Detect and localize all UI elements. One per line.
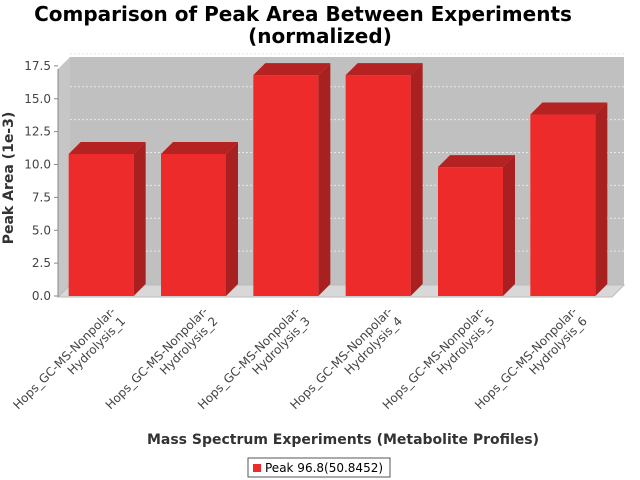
bar [345, 75, 411, 296]
bar [438, 167, 503, 296]
bar-top [68, 141, 146, 154]
bar-side [226, 141, 238, 296]
bar [253, 75, 319, 296]
legend: Peak 96.8(50.8452) [247, 457, 391, 478]
bar-side [595, 102, 608, 296]
plot-area: 0.0 2.5 5.0 7.5 10.0 12.5 15.0 17.5 Hops_GC-MS-N… [10, 53, 626, 412]
chart-title-line-2: (normalized) [248, 24, 392, 48]
y-tick-label: 5.0 [32, 223, 51, 237]
x-tick-label-line: Hops_GC-MS-Nonpolar- [10, 304, 118, 412]
bar-top [438, 155, 515, 168]
chart-title-line-1: Comparison of Peak Area Between Experime… [34, 2, 572, 26]
bar-top [530, 102, 608, 115]
bar [68, 153, 134, 296]
y-tick-label: 17.5 [24, 59, 51, 73]
x-axis-label: Mass Spectrum Experiments (Metabolite Pr… [147, 432, 539, 448]
y-tick-label: 0.0 [32, 289, 51, 303]
y-tick-label: 7.5 [32, 190, 51, 204]
legend-label: Peak 96.8(50.8452) [265, 461, 383, 475]
y-tick-label: 2.5 [32, 256, 51, 270]
y-tick-label: 15.0 [24, 92, 51, 106]
bar [161, 153, 226, 296]
bar [530, 114, 596, 296]
bar-side [318, 63, 331, 296]
bar-top [345, 63, 423, 76]
legend-swatch [253, 464, 261, 472]
bar-side [503, 155, 515, 296]
bar-side [133, 141, 146, 296]
bar-top [161, 141, 238, 154]
legend-box [247, 457, 391, 478]
y-tick-label: 12.5 [24, 125, 51, 139]
y-tick-label: 10.0 [24, 158, 51, 172]
bar-top [253, 63, 331, 76]
bar-side [410, 63, 423, 296]
y-axis-label: Peak Area (1e-3) [1, 112, 17, 245]
